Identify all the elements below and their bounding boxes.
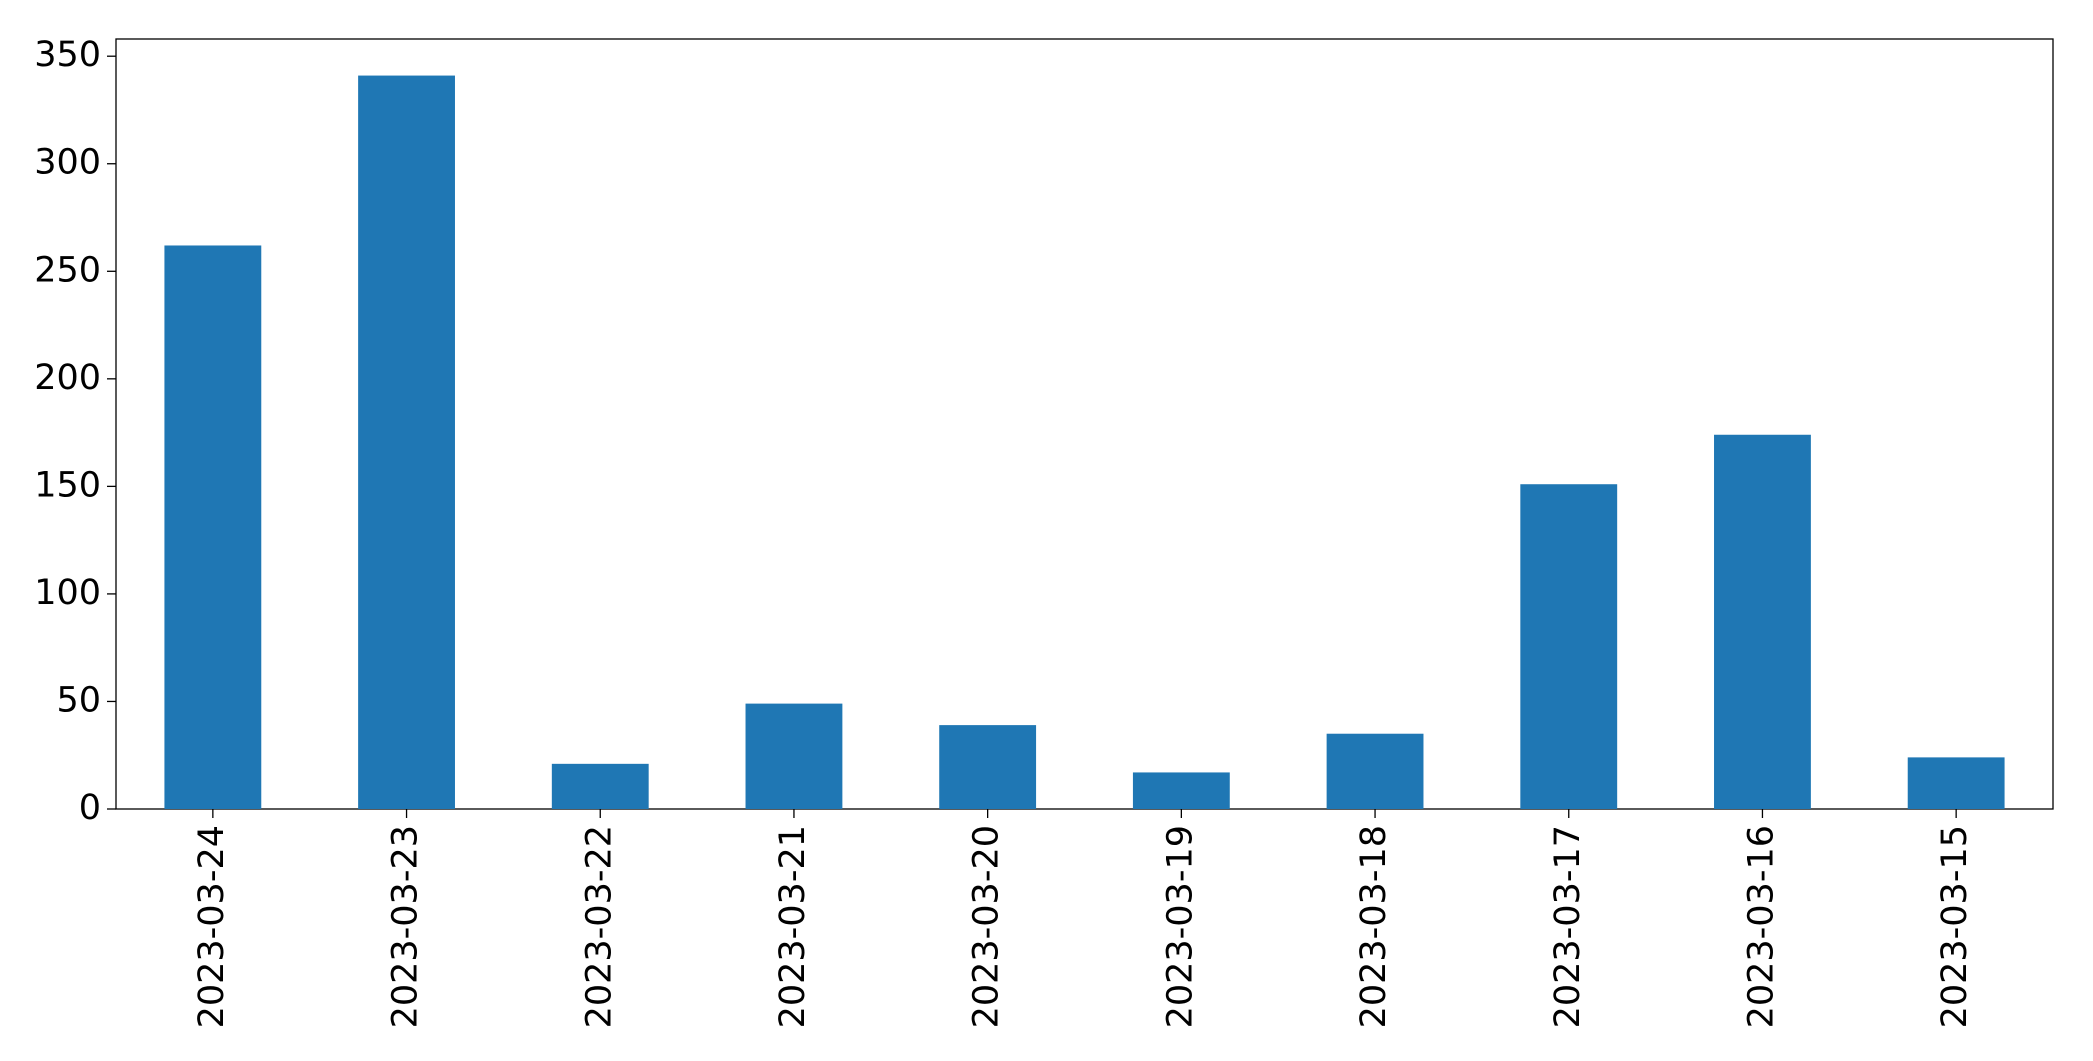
bar [358, 75, 455, 809]
bar [1714, 434, 1811, 809]
y-tick-label: 300 [34, 143, 101, 183]
bar [1132, 772, 1230, 809]
y-tick-label: 150 [34, 465, 101, 505]
y-tick-label: 0 [79, 788, 101, 828]
x-tick-label: 2023-03-16 [1741, 825, 1781, 1028]
bar [939, 725, 1037, 809]
x-tick-label: 2023-03-24 [192, 825, 232, 1028]
bar [745, 703, 843, 809]
bar [1907, 757, 2005, 809]
y-tick-label: 350 [34, 35, 101, 75]
x-tick-label: 2023-03-19 [1160, 825, 1200, 1028]
bar [1326, 733, 1424, 809]
bar [1520, 484, 1618, 809]
y-tick-label: 250 [34, 250, 101, 290]
y-tick-label: 50 [56, 680, 101, 720]
y-tick-label: 100 [34, 573, 101, 613]
x-tick-label: 2023-03-17 [1548, 825, 1588, 1028]
x-tick-label: 2023-03-22 [579, 825, 619, 1028]
bar [551, 763, 649, 809]
x-tick-label: 2023-03-21 [773, 825, 813, 1028]
x-tick-label: 2023-03-15 [1935, 825, 1975, 1028]
x-tick-label: 2023-03-18 [1354, 825, 1394, 1028]
x-tick-label: 2023-03-23 [386, 825, 426, 1028]
y-tick-label: 200 [34, 358, 101, 398]
axes-frame [115, 38, 2054, 810]
bar [164, 245, 262, 809]
x-tick-label: 2023-03-20 [967, 825, 1007, 1028]
